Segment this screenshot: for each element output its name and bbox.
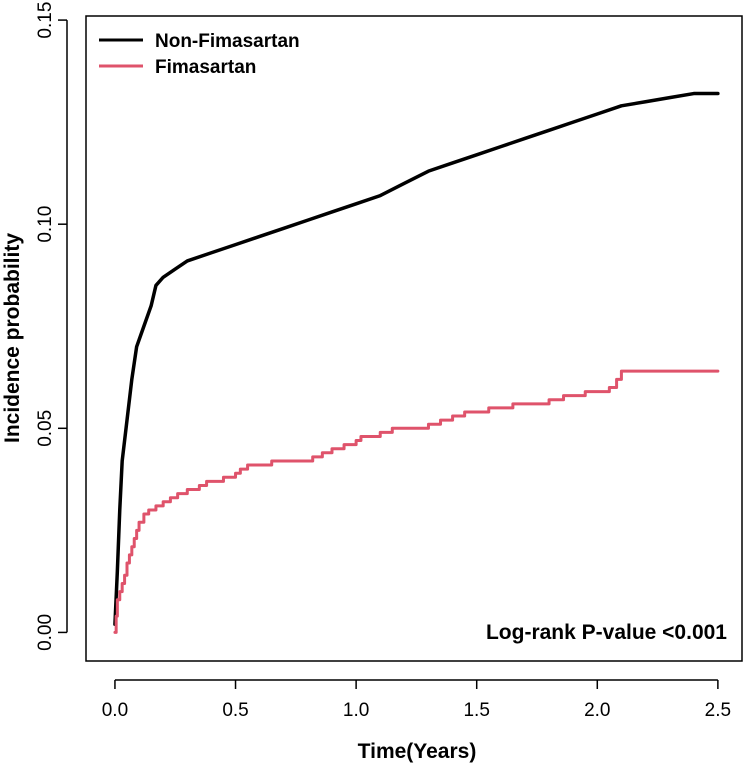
x-tick-label: 2.5 [705,700,731,721]
y-tick-label: 0.10 [35,206,56,243]
x-axis-title: Time(Years) [358,740,477,763]
y-tick-label: 0.00 [35,614,56,651]
y-tick-label: 0.15 [35,2,56,39]
plot-frame [85,15,743,662]
legend-label: Fimasartan [155,57,256,78]
x-tick-label: 0.0 [102,700,128,721]
x-tick-label: 0.5 [222,700,248,721]
log-rank-annotation: Log-rank P-value <0.001 [486,621,727,644]
x-tick-label: 1.5 [463,700,489,721]
y-axis-title: Incidence probability [1,233,24,443]
series-line-fimasartan [113,369,720,634]
y-tick-label: 0.05 [35,410,56,447]
x-tick-label: 1.0 [343,700,369,721]
plot-lines [113,91,720,634]
legend: Non-Fimasartan Fimasartan [99,31,300,78]
x-axis: 0.0 0.5 1.0 1.5 2.0 2.5 [102,679,731,721]
legend-label: Non-Fimasartan [155,31,300,52]
y-axis: 0.00 0.05 0.10 0.15 [35,2,68,651]
series-line-non-fimasartan [113,91,720,627]
x-tick-label: 2.0 [584,700,610,721]
